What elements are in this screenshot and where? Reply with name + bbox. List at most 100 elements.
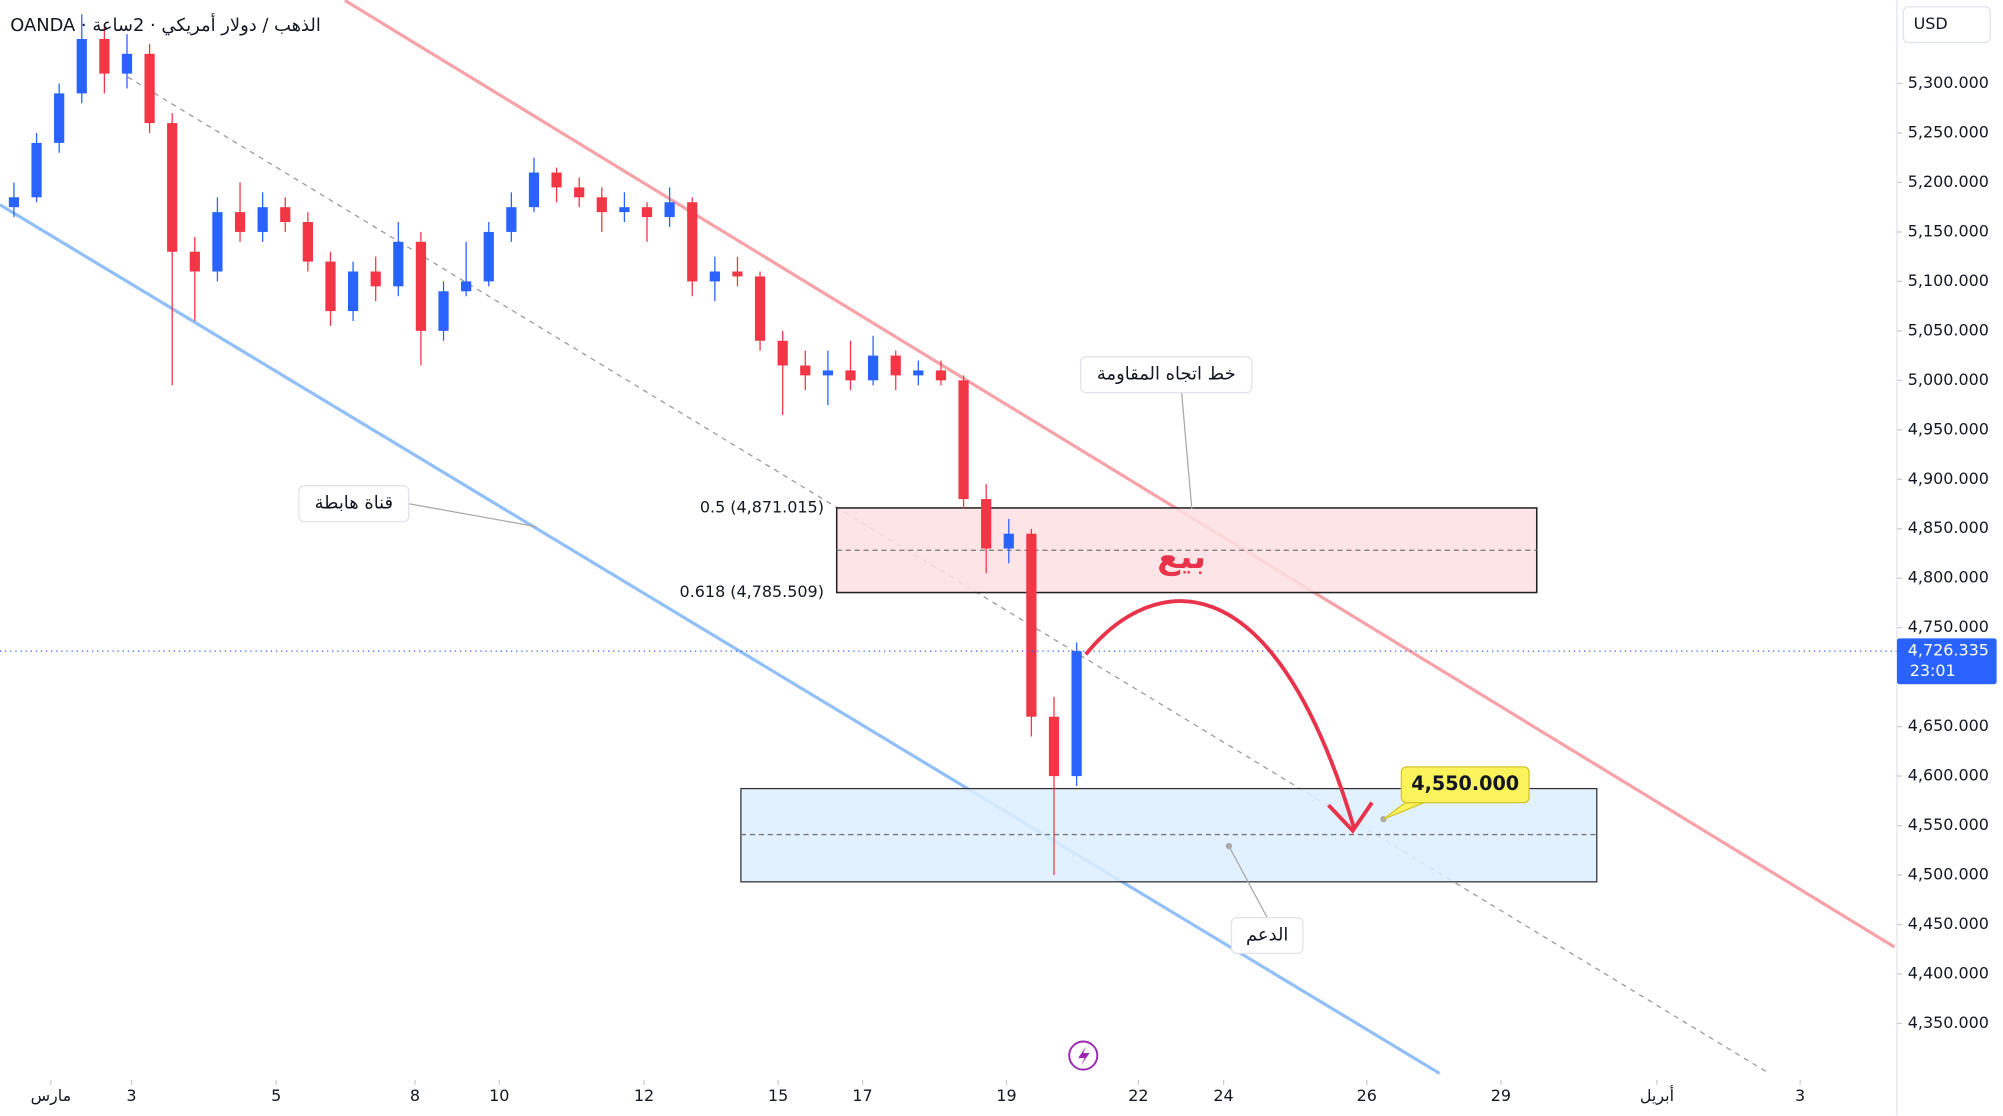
candle-body <box>8 197 20 208</box>
x-tick-label: 3 <box>1795 1086 1805 1105</box>
candle-body <box>461 281 472 292</box>
candle-body <box>280 207 291 223</box>
x-tick-label: 12 <box>634 1086 654 1105</box>
last-price-label: 4,726.335 <box>1908 641 1989 660</box>
y-tick-label: 5,150.000 <box>1908 221 1989 240</box>
candle-body <box>302 222 313 262</box>
candle-body <box>709 271 720 282</box>
candle-body <box>393 241 404 287</box>
support-label: الدعم <box>1246 924 1288 945</box>
candle-body <box>641 207 653 218</box>
support-zone <box>740 787 1598 883</box>
candle-body <box>528 172 540 208</box>
y-tick-label: 4,400.000 <box>1908 963 1989 982</box>
target-label: 4,550.000 <box>1411 772 1519 795</box>
fib-label: 0.618 (4,785.509) <box>680 582 824 601</box>
x-tick-label: 17 <box>852 1086 872 1105</box>
axes: 4,350.000 4,400.000 4,450.000 4,500.000 4,55… <box>31 73 1997 1106</box>
candle-body <box>1048 716 1060 777</box>
y-tick-label: 4,550.000 <box>1908 815 1989 834</box>
candle-body <box>981 499 992 549</box>
y-tick-label: 5,250.000 <box>1908 122 1989 141</box>
candle-body <box>438 291 449 331</box>
x-tick-label: 19 <box>996 1086 1016 1105</box>
y-tick-label: 4,500.000 <box>1908 865 1989 884</box>
fib-label: 0.5 (4,871.015) <box>700 497 824 516</box>
y-tick-label: 5,100.000 <box>1908 271 1989 290</box>
candle-body <box>1071 651 1082 777</box>
x-tick-label: 29 <box>1491 1086 1511 1105</box>
candle-body <box>212 212 223 272</box>
y-tick-label: 4,900.000 <box>1908 469 1989 488</box>
candle-body <box>822 370 834 376</box>
candle-body <box>31 142 42 198</box>
candle-body <box>121 53 133 74</box>
candle-body <box>506 207 517 232</box>
event-bolt <box>1078 1046 1090 1066</box>
channel-line <box>0 203 1441 1075</box>
candle-body <box>54 93 65 143</box>
sell-label: بيع <box>1157 537 1206 577</box>
sell-zone-group: 0.5 (4,871.015) 0.618 (4,785.509) <box>680 497 1538 601</box>
candle-body <box>483 231 494 282</box>
candle-body <box>868 355 879 381</box>
y-tick-label: 5,300.000 <box>1908 73 1989 92</box>
candle-body <box>664 202 675 218</box>
x-tick-label: 24 <box>1213 1086 1233 1105</box>
y-tick-label: 4,650.000 <box>1908 716 1989 735</box>
y-tick-label: 5,200.000 <box>1908 172 1989 191</box>
candle-body <box>167 123 178 252</box>
y-tick-label: 4,600.000 <box>1908 766 1989 785</box>
resistance-trendline <box>344 0 1896 949</box>
candle-body <box>574 187 585 198</box>
target-callout: 4,550.000 <box>1380 766 1530 823</box>
leader <box>1180 392 1193 509</box>
candle-body <box>76 38 87 94</box>
y-tick-label: 4,850.000 <box>1908 518 1989 537</box>
x-tick-label: 22 <box>1128 1086 1148 1105</box>
price-axis-panel <box>1896 0 2003 1116</box>
leader <box>408 503 537 528</box>
currency: USD <box>1914 14 1948 33</box>
candle-body <box>144 53 155 124</box>
countdown: 23:01 <box>1910 661 1956 680</box>
candle-body <box>234 212 246 232</box>
callout-box <box>1080 356 1253 394</box>
y-tick-label: 4,750.000 <box>1908 617 1989 636</box>
y-tick-label: 4,950.000 <box>1908 419 1989 438</box>
candle-body <box>913 370 924 376</box>
y-tick-label: 5,000.000 <box>1908 370 1989 389</box>
candle-body <box>845 370 856 381</box>
candle-body <box>415 241 427 331</box>
candle-body <box>777 340 788 366</box>
candle-body <box>596 197 607 213</box>
candle-body <box>1026 533 1037 717</box>
target-box <box>1400 766 1530 804</box>
candle-body <box>619 207 630 213</box>
channel-label: قناة هابطة <box>315 493 394 514</box>
x-tick-label: 26 <box>1357 1086 1377 1105</box>
candle-body <box>370 271 381 287</box>
x-tick-label: 3 <box>126 1086 136 1105</box>
x-tick-label: 15 <box>768 1086 788 1105</box>
last-price-box <box>1896 638 1997 685</box>
x-tick-label: 8 <box>410 1086 420 1105</box>
candle-body <box>1003 533 1014 549</box>
candle-body <box>551 172 562 188</box>
candle-body <box>800 365 811 376</box>
projection-arrow <box>1084 599 1356 829</box>
y-tick-label: 4,350.000 <box>1908 1013 1989 1032</box>
candle-body <box>732 271 743 277</box>
callout-box <box>1230 916 1304 955</box>
x-tick-label: مارس <box>31 1086 72 1106</box>
candle-body <box>754 276 766 341</box>
candle-body <box>347 271 359 312</box>
x-tick-label: 5 <box>271 1086 281 1105</box>
candle-body <box>958 380 969 500</box>
symbol-title: OANDA · الذهب / دولار أمريكي · 2ساعة <box>10 13 321 36</box>
candles <box>8 14 1082 876</box>
leader <box>1228 845 1268 918</box>
callout-box <box>298 485 410 523</box>
